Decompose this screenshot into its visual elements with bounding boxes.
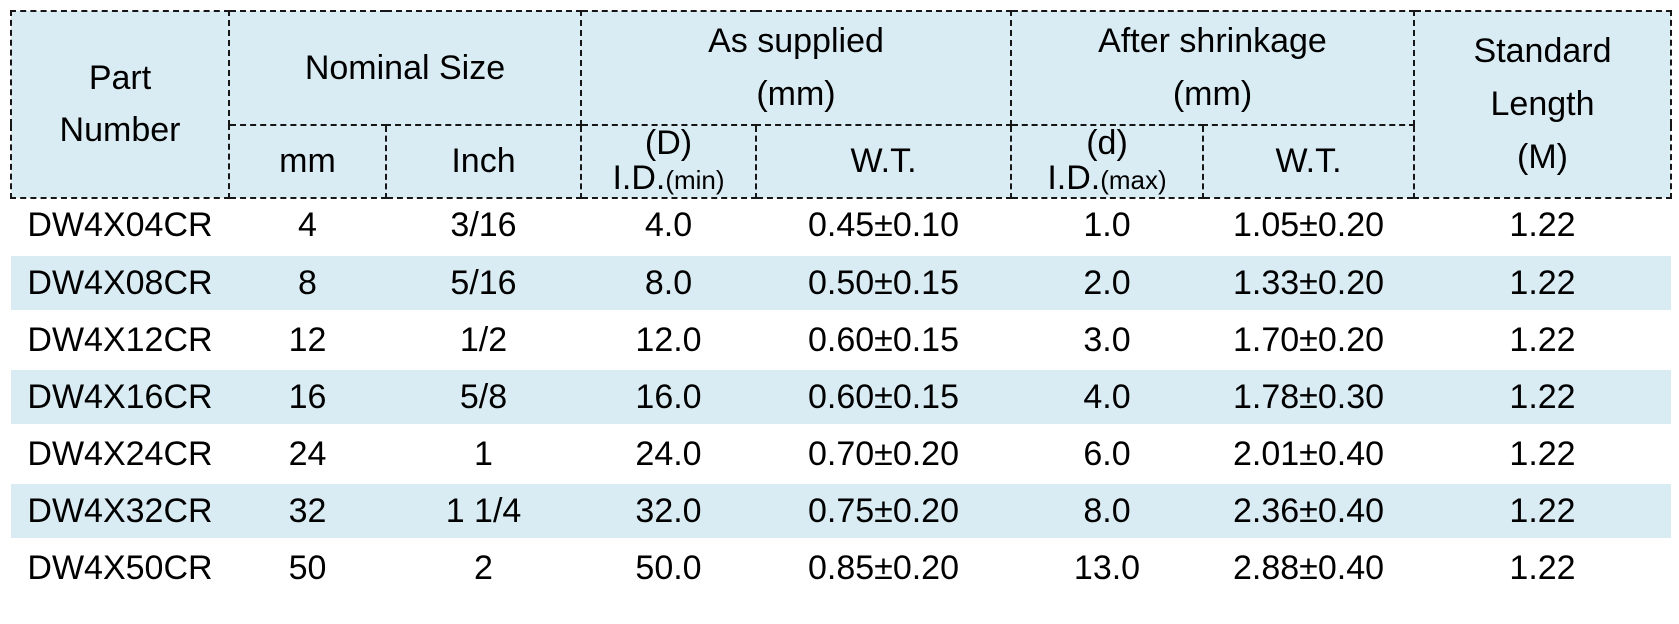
table-cell-value: 3/16 <box>386 197 581 257</box>
table-cell-value: 1.22 <box>1414 368 1672 428</box>
table-cell-value: 1.22 <box>1414 197 1672 257</box>
table-cell-value: 2.0 <box>1011 254 1203 314</box>
table-row: DW4X50CR 50 2 50.0 0.85±0.20 13.0 2.88±0.40 1.2… <box>11 539 1672 599</box>
table-cell-value: 1.33±0.20 <box>1203 254 1415 314</box>
table-cell-value: 5/16 <box>386 254 581 314</box>
table-cell-value: 32.0 <box>581 482 756 542</box>
table-cell-part-number: DW4X24CR <box>11 425 229 485</box>
table-cell-value: 24.0 <box>581 425 756 485</box>
table-cell-value: 1.22 <box>1414 311 1672 371</box>
id-min-label: I.D.(min) <box>612 159 725 198</box>
col-header-as-supplied: As supplied (mm) <box>580 10 1012 126</box>
id-min-qualifier: (min) <box>665 165 725 196</box>
table-cell-value: 1.05±0.20 <box>1203 197 1415 257</box>
col-header-inch: Inch <box>385 124 582 199</box>
table-cell-value: 1.0 <box>1011 197 1203 257</box>
table-cell-value: 50 <box>229 539 386 599</box>
spec-table: Part Number Nominal Size As supplied (mm… <box>10 10 1673 599</box>
table-cell-part-number: DW4X32CR <box>11 482 229 542</box>
table-cell-part-number: DW4X16CR <box>11 368 229 428</box>
table-cell-value: 8.0 <box>581 254 756 314</box>
table-cell-value: 0.85±0.20 <box>756 539 1011 599</box>
table-cell-value: 16 <box>229 368 386 428</box>
table-cell-value: 24 <box>229 425 386 485</box>
table-row: DW4X12CR 12 1/2 12.0 0.60±0.15 3.0 1.70±0.20 1.… <box>11 311 1672 371</box>
table-cell-value: 1 1/4 <box>386 482 581 542</box>
col-header-nominal-size: Nominal Size <box>228 10 582 126</box>
table-cell-value: 12 <box>229 311 386 371</box>
table-cell-value: 6.0 <box>1011 425 1203 485</box>
table-cell-value: 0.60±0.15 <box>756 368 1011 428</box>
table-cell-value: 1.22 <box>1414 539 1672 599</box>
table-cell-value: 4 <box>229 197 386 257</box>
page: Part Number Nominal Size As supplied (mm… <box>10 10 1673 599</box>
table-cell-part-number: DW4X12CR <box>11 311 229 371</box>
id-max-symbol: (d) <box>1086 124 1128 162</box>
table-cell-value: 1.70±0.20 <box>1203 311 1415 371</box>
table-row: DW4X32CR 32 1 1/4 32.0 0.75±0.20 8.0 2.36±0.40… <box>11 482 1672 542</box>
table-cell-part-number: DW4X50CR <box>11 539 229 599</box>
table-cell-part-number: DW4X08CR <box>11 254 229 314</box>
table-cell-value: 1.22 <box>1414 254 1672 314</box>
table-row: DW4X16CR 16 5/8 16.0 0.60±0.15 4.0 1.78±0.30 1.… <box>11 368 1672 428</box>
table-cell-value: 1 <box>386 425 581 485</box>
col-header-id-min: (D) I.D.(min) <box>580 124 757 199</box>
table-cell-value: 5/8 <box>386 368 581 428</box>
col-header-id-max: (d) I.D.(max) <box>1010 124 1204 199</box>
table-cell-value: 2.88±0.40 <box>1203 539 1415 599</box>
table-cell-value: 12.0 <box>581 311 756 371</box>
table-cell-value: 0.60±0.15 <box>756 311 1011 371</box>
id-min-symbol: (D) <box>644 124 693 162</box>
table-cell-value: 0.75±0.20 <box>756 482 1011 542</box>
col-header-part-number: Part Number <box>10 10 230 199</box>
table-cell-value: 1.78±0.30 <box>1203 368 1415 428</box>
table-cell-value: 13.0 <box>1011 539 1203 599</box>
table-cell-value: 2 <box>386 539 581 599</box>
table-cell-value: 1.22 <box>1414 482 1672 542</box>
table-row: DW4X04CR 4 3/16 4.0 0.45±0.10 1.0 1.05±0.20 1.2… <box>11 197 1672 257</box>
table-cell-part-number: DW4X04CR <box>11 197 229 257</box>
table-cell-value: 3.0 <box>1011 311 1203 371</box>
table-cell-value: 0.70±0.20 <box>756 425 1011 485</box>
table-header: Part Number Nominal Size As supplied (mm… <box>10 10 1673 199</box>
table-cell-value: 8.0 <box>1011 482 1203 542</box>
col-header-standard-length: Standard Length (M) <box>1413 10 1673 199</box>
table-cell-value: 32 <box>229 482 386 542</box>
table-cell-value: 16.0 <box>581 368 756 428</box>
table-cell-value: 0.45±0.10 <box>756 197 1011 257</box>
table-body: DW4X04CR 4 3/16 4.0 0.45±0.10 1.0 1.05±0.20 1.2… <box>11 197 1672 599</box>
col-header-mm: mm <box>228 124 387 199</box>
table-cell-value: 4.0 <box>1011 368 1203 428</box>
table-cell-value: 2.36±0.40 <box>1203 482 1415 542</box>
table-cell-value: 1/2 <box>386 311 581 371</box>
col-header-wt-shrinkage: W.T. <box>1201 124 1416 199</box>
table-cell-value: 8 <box>229 254 386 314</box>
table-row: DW4X08CR 8 5/16 8.0 0.50±0.15 2.0 1.33±0.20 1.2… <box>11 254 1672 314</box>
table-cell-value: 4.0 <box>581 197 756 257</box>
col-header-after-shrinkage: After shrinkage (mm) <box>1009 10 1416 126</box>
table-cell-value: 2.01±0.40 <box>1203 425 1415 485</box>
table-cell-value: 50.0 <box>581 539 756 599</box>
table-cell-value: 1.22 <box>1414 425 1672 485</box>
table-row: DW4X24CR 24 1 24.0 0.70±0.20 6.0 2.01±0.40 1.22 <box>11 425 1672 485</box>
col-header-wt-supplied: W.T. <box>755 124 1012 199</box>
id-max-qualifier: (max) <box>1100 165 1167 196</box>
id-max-label: I.D.(max) <box>1047 159 1167 198</box>
table-cell-value: 0.50±0.15 <box>756 254 1011 314</box>
